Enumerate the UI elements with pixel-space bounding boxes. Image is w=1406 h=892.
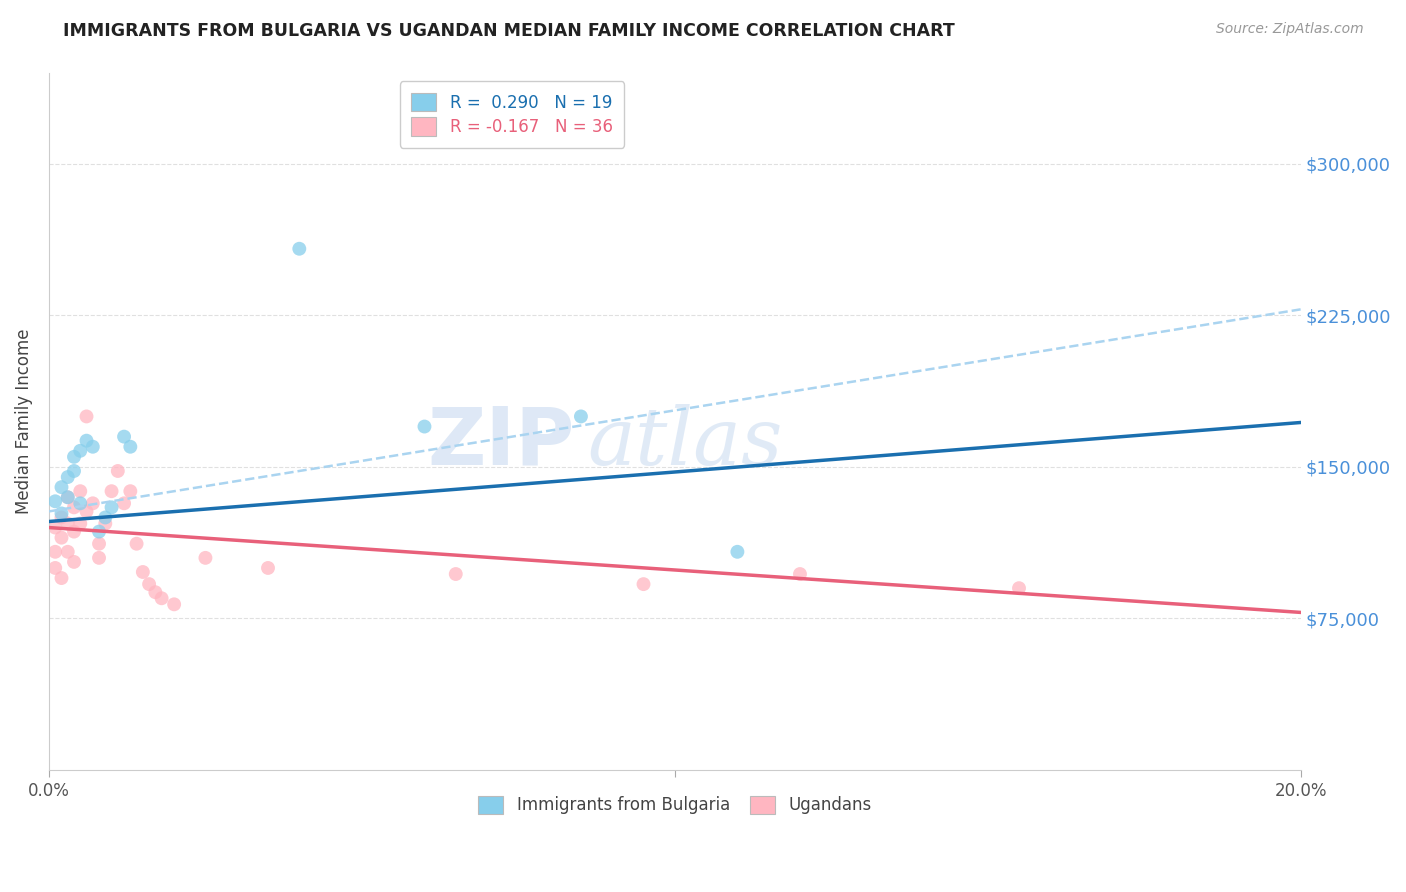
- Point: [56, 516, 79, 531]
- Point: [132, 565, 155, 579]
- Legend: Immigrants from Bulgaria, Ugandans: Immigrants from Bulgaria, Ugandans: [468, 786, 882, 824]
- Point: [56, 490, 79, 504]
- Point: [51, 507, 73, 521]
- Point: [112, 430, 135, 444]
- Point: [76, 434, 98, 448]
- Point: [51, 480, 73, 494]
- Point: [138, 577, 160, 591]
- Point: [725, 545, 748, 559]
- Point: [76, 409, 98, 424]
- Text: IMMIGRANTS FROM BULGARIA VS UGANDAN MEDIAN FAMILY INCOME CORRELATION CHART: IMMIGRANTS FROM BULGARIA VS UGANDAN MEDI…: [63, 22, 955, 40]
- Point: [100, 484, 122, 499]
- Point: [120, 484, 142, 499]
- Text: Source: ZipAtlas.com: Source: ZipAtlas.com: [1216, 22, 1364, 37]
- Point: [69, 443, 91, 458]
- Point: [82, 496, 104, 510]
- Point: [63, 524, 86, 539]
- Point: [145, 585, 167, 599]
- Point: [163, 597, 186, 611]
- Point: [150, 591, 173, 606]
- Point: [633, 577, 655, 591]
- Point: [1008, 581, 1031, 595]
- Point: [413, 419, 436, 434]
- Point: [107, 464, 129, 478]
- Point: [444, 567, 467, 582]
- Point: [194, 550, 217, 565]
- Point: [120, 440, 142, 454]
- Point: [87, 524, 110, 539]
- Point: [112, 496, 135, 510]
- Point: [63, 555, 86, 569]
- Point: [94, 510, 117, 524]
- Point: [87, 550, 110, 565]
- Point: [789, 567, 811, 582]
- Point: [51, 531, 73, 545]
- Point: [94, 516, 117, 531]
- Point: [44, 545, 66, 559]
- Point: [63, 464, 86, 478]
- Point: [56, 490, 79, 504]
- Point: [69, 484, 91, 499]
- Point: [63, 500, 86, 515]
- Point: [69, 496, 91, 510]
- Y-axis label: Median Family Income: Median Family Income: [15, 329, 32, 515]
- Point: [87, 537, 110, 551]
- Point: [288, 242, 311, 256]
- Point: [44, 520, 66, 534]
- Point: [76, 504, 98, 518]
- Point: [100, 500, 122, 515]
- Point: [125, 537, 148, 551]
- Point: [257, 561, 280, 575]
- Point: [51, 571, 73, 585]
- Point: [82, 440, 104, 454]
- Point: [569, 409, 592, 424]
- Point: [44, 494, 66, 508]
- Point: [56, 470, 79, 484]
- Point: [51, 510, 73, 524]
- Point: [44, 561, 66, 575]
- Point: [63, 450, 86, 464]
- Point: [56, 545, 79, 559]
- Point: [69, 516, 91, 531]
- Text: atlas: atlas: [588, 404, 783, 481]
- Text: ZIP: ZIP: [427, 403, 575, 482]
